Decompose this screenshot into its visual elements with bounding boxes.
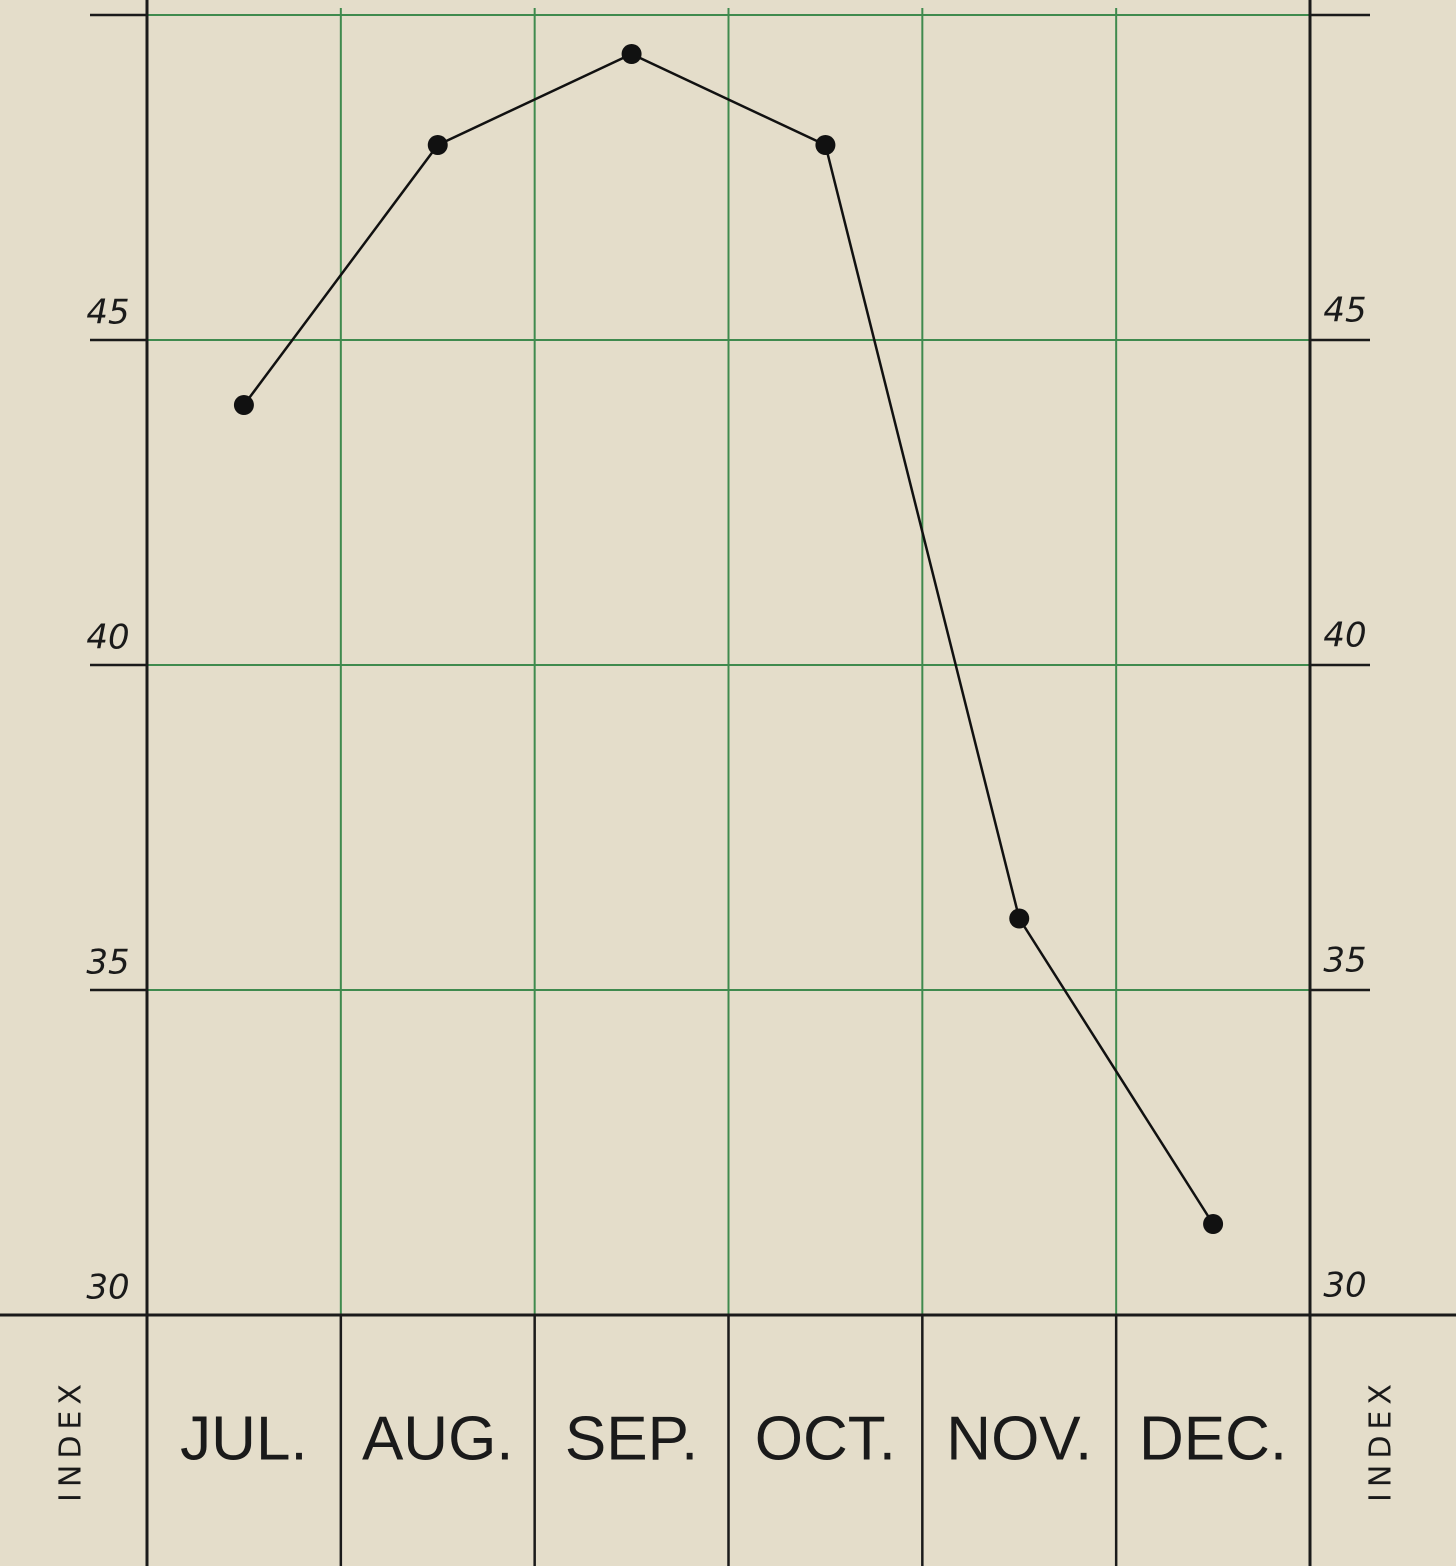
- data-point: [815, 135, 836, 155]
- data-point: [1009, 908, 1030, 929]
- y-tick-label: 30: [86, 1268, 129, 1308]
- y-axis-label: INDEX: [54, 1378, 89, 1502]
- x-tick-label: DEC.: [1139, 1404, 1287, 1473]
- data-line: [242, 52, 1215, 1225]
- y-tick-label: 40: [86, 618, 129, 658]
- y-tick-label: 45: [86, 293, 129, 333]
- data-point: [621, 44, 642, 64]
- x-tick-label: SEP.: [565, 1404, 698, 1473]
- x-tick-label: NOV.: [946, 1404, 1092, 1473]
- y-tick-label: 35: [86, 943, 129, 983]
- x-tick-label: OCT.: [755, 1404, 896, 1473]
- y2-tick-label: 30: [1323, 1266, 1366, 1306]
- x-tick-label: AUG.: [362, 1404, 514, 1473]
- data-point: [427, 135, 448, 155]
- y2-tick-label: 40: [1323, 616, 1366, 656]
- y2-tick-label: 50: [1323, 0, 1366, 6]
- y2-axis-label: INDEX: [1364, 1378, 1399, 1502]
- data-point: [233, 395, 254, 415]
- data-point: [1203, 1214, 1224, 1234]
- y2-tick-label: 45: [1323, 291, 1366, 331]
- y2-tick-label: 35: [1323, 941, 1366, 981]
- x-tick-label: JUL.: [180, 1404, 307, 1473]
- y-tick-label: 50: [86, 0, 129, 8]
